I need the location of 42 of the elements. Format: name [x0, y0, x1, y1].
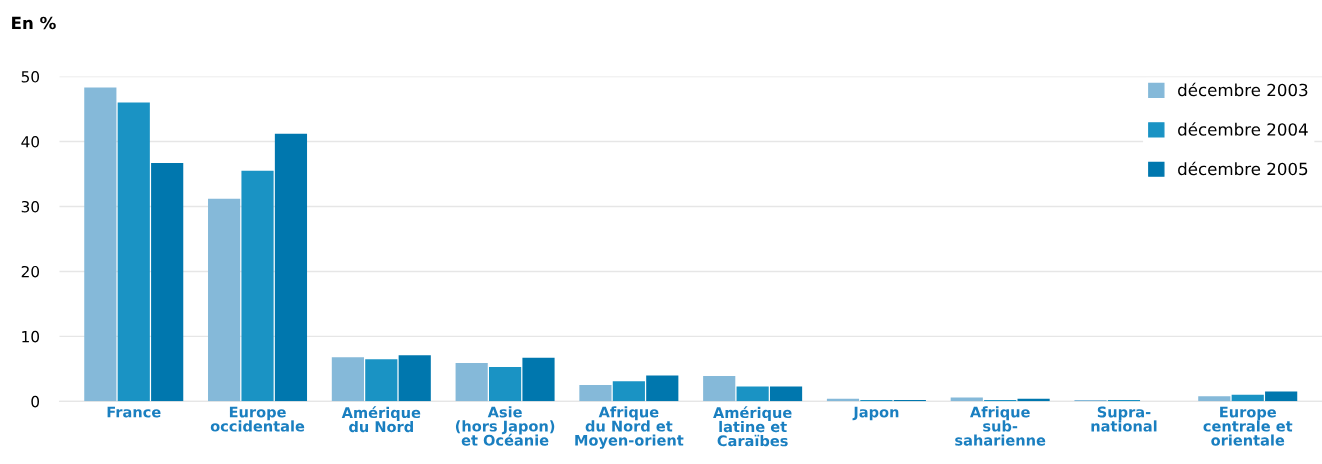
x-tick-label: France	[107, 406, 161, 418]
bar	[84, 87, 117, 402]
x-tick-label: Afrique du Nord et Moyen-orient	[575, 406, 684, 449]
bar	[1265, 391, 1298, 402]
x-tick-label: Supra- national	[1091, 406, 1157, 432]
bar	[398, 355, 431, 402]
bar	[241, 170, 274, 402]
bar	[151, 162, 184, 402]
bar	[208, 198, 241, 402]
y-tick-label: 10	[22, 330, 40, 343]
bar	[1231, 394, 1264, 402]
x-tick-label: Asie (hors Japon) et Océanie	[455, 406, 555, 446]
bar	[646, 375, 679, 402]
legend-label: décembre 2005	[1178, 161, 1308, 176]
legend-label: décembre 2003	[1178, 82, 1308, 97]
y-tick-label: 50	[21, 71, 40, 83]
bar	[950, 397, 983, 402]
x-tick-label: Amérique du Nord	[341, 406, 421, 433]
legend-label: décembre 2004	[1178, 122, 1308, 136]
y-tick-label: 0	[31, 395, 40, 408]
bar	[769, 386, 803, 402]
x-tick-label: Afrique sub- saharienne	[955, 406, 1046, 446]
x-tick-label: Europe centrale et orientale	[1203, 406, 1293, 446]
x-tick-label: Amérique latine et Caraïbes	[713, 406, 792, 447]
y-tick-label: 20	[21, 265, 40, 278]
bar	[455, 363, 488, 402]
bar	[612, 381, 645, 402]
bar	[736, 386, 769, 402]
y-tick-label: 40	[21, 135, 40, 148]
bar	[522, 357, 555, 402]
bar	[331, 357, 364, 402]
y-tick-label: 30	[21, 200, 40, 213]
bar	[488, 366, 522, 402]
bar	[579, 385, 612, 402]
bar	[274, 133, 308, 402]
y-axis-title: En %	[12, 16, 56, 30]
bar	[1198, 396, 1231, 402]
x-tick-label: Europe occidentale	[210, 406, 305, 432]
x-tick-label: Japon	[852, 406, 899, 421]
bar	[703, 376, 736, 402]
bar	[365, 359, 398, 402]
bar	[117, 102, 150, 402]
